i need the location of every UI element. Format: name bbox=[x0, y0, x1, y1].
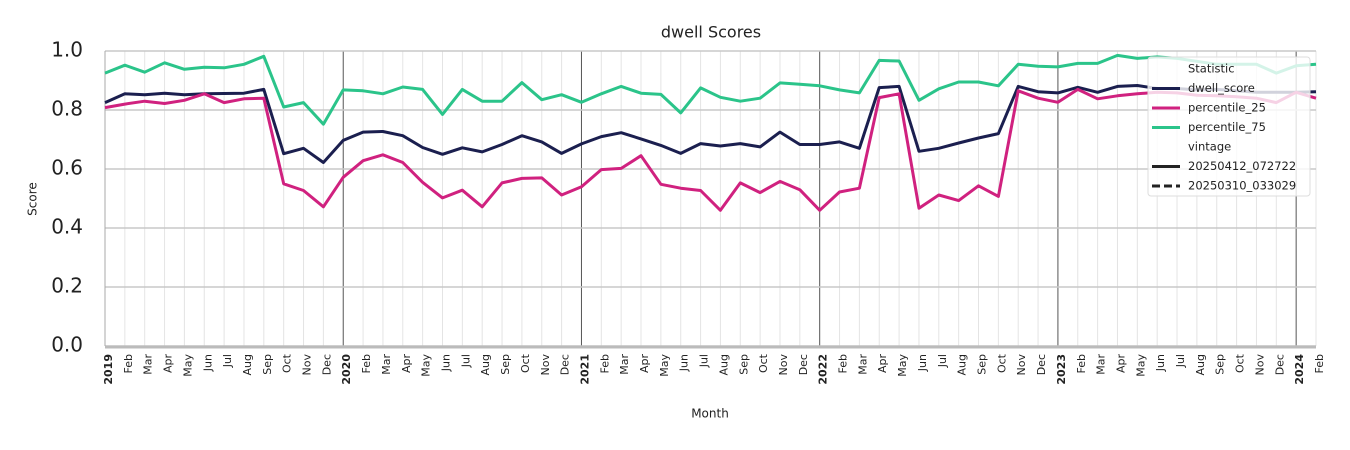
series-line bbox=[104, 53, 1317, 126]
x-tick-label: Jul bbox=[698, 354, 711, 368]
x-tick-label: Jul bbox=[459, 354, 472, 368]
x-tick-label: Jul bbox=[1174, 354, 1187, 368]
y-tick-label: 0.0 bbox=[51, 333, 83, 357]
x-tick-label: Oct bbox=[757, 353, 770, 373]
y-tick-label: 0.6 bbox=[51, 156, 83, 180]
x-tick-label: Sep bbox=[261, 354, 274, 375]
x-tick-label: Sep bbox=[1214, 354, 1227, 375]
x-tick-label: Sep bbox=[737, 354, 750, 375]
y-tick-label: 0.4 bbox=[51, 215, 83, 239]
x-tick-label: Oct bbox=[281, 353, 294, 373]
x-tick-label: Feb bbox=[837, 354, 850, 373]
x-tick-label: Nov bbox=[1015, 354, 1028, 376]
x-tick-label: Dec bbox=[559, 354, 572, 375]
y-tick-label: 0.2 bbox=[51, 274, 83, 298]
x-tick-label: Sep bbox=[976, 354, 989, 375]
x-tick-label: 2020 bbox=[340, 354, 353, 385]
x-tick-label: Apr bbox=[876, 354, 889, 374]
x-axis-label: Month bbox=[691, 407, 729, 421]
y-axis-label: Score bbox=[26, 182, 40, 216]
x-tick-label: Apr bbox=[162, 354, 175, 374]
x-tick-label: Jun bbox=[916, 354, 929, 372]
x-tick-label: Mar bbox=[1095, 354, 1108, 375]
x-tick-label: Aug bbox=[1194, 354, 1207, 375]
x-tick-label: Dec bbox=[320, 354, 333, 375]
chart-title: dwell Scores bbox=[661, 23, 761, 42]
x-tick-label: Apr bbox=[1114, 354, 1127, 374]
x-tick-label: Dec bbox=[1273, 354, 1286, 375]
x-tick-label: Aug bbox=[241, 354, 254, 375]
legend-label: dwell_score bbox=[1188, 81, 1255, 95]
x-tick-label: Nov bbox=[301, 354, 314, 376]
x-tick-label: Jul bbox=[936, 354, 949, 368]
x-tick-label: Jun bbox=[201, 354, 214, 372]
legend-title: vintage bbox=[1188, 140, 1231, 154]
x-tick-label: Mar bbox=[142, 354, 155, 375]
x-tick-label: Oct bbox=[1234, 353, 1247, 373]
x-tick-label: Oct bbox=[519, 353, 532, 373]
x-tick-label: May bbox=[658, 354, 671, 377]
x-tick-label: 2023 bbox=[1055, 354, 1068, 385]
x-tick-label: Dec bbox=[797, 354, 810, 375]
x-tick-label: Apr bbox=[638, 354, 651, 374]
legend-title: Statistic bbox=[1188, 62, 1235, 76]
x-tick-label: 2022 bbox=[817, 354, 830, 385]
x-tick-label: 2021 bbox=[578, 354, 591, 385]
legend-label: percentile_25 bbox=[1188, 101, 1266, 115]
y-tick-label: 0.8 bbox=[51, 97, 83, 121]
series-line bbox=[104, 87, 1317, 212]
x-tick-label: Oct bbox=[995, 353, 1008, 373]
legend-label: percentile_75 bbox=[1188, 120, 1266, 134]
x-tick-label: Feb bbox=[360, 354, 373, 373]
x-tick-label: Feb bbox=[598, 354, 611, 373]
x-tick-label: Feb bbox=[1313, 354, 1326, 373]
x-tick-label: Sep bbox=[499, 354, 512, 375]
x-tick-label: Nov bbox=[777, 354, 790, 376]
x-tick-label: Aug bbox=[479, 354, 492, 375]
x-tick-label: Nov bbox=[539, 354, 552, 376]
x-tick-label: Mar bbox=[380, 354, 393, 375]
x-tick-label: Jun bbox=[1154, 354, 1167, 372]
x-tick-label: Feb bbox=[1075, 354, 1088, 373]
x-tick-label: May bbox=[1134, 354, 1147, 377]
x-tick-label: Aug bbox=[956, 354, 969, 375]
x-tick-label: 2024 bbox=[1293, 354, 1306, 385]
x-tick-label: Nov bbox=[1253, 354, 1266, 376]
x-tick-label: Mar bbox=[856, 354, 869, 375]
x-tick-label: Mar bbox=[618, 354, 631, 375]
legend-label: 20250310_033029 bbox=[1188, 179, 1296, 193]
series-line bbox=[104, 84, 1317, 164]
x-tick-label: 2019 bbox=[102, 354, 115, 385]
x-tick-label: Jun bbox=[439, 354, 452, 372]
legend: Statistic dwell_score percentile_25percent… bbox=[1147, 56, 1311, 197]
legend-label: 20250412_072722 bbox=[1188, 159, 1296, 173]
y-tick-label: 1.0 bbox=[51, 38, 83, 62]
x-tick-label: Feb bbox=[122, 354, 135, 373]
x-tick-label: Dec bbox=[1035, 354, 1048, 375]
x-tick-label: May bbox=[896, 354, 909, 377]
x-tick-label: Aug bbox=[717, 354, 730, 375]
x-tick-label: Apr bbox=[400, 354, 413, 374]
x-tick-label: May bbox=[420, 354, 433, 377]
x-tick-label: Jun bbox=[678, 354, 691, 372]
x-tick-label: May bbox=[181, 354, 194, 377]
legend-box bbox=[1147, 56, 1311, 197]
x-tick-label: Jul bbox=[221, 354, 234, 368]
